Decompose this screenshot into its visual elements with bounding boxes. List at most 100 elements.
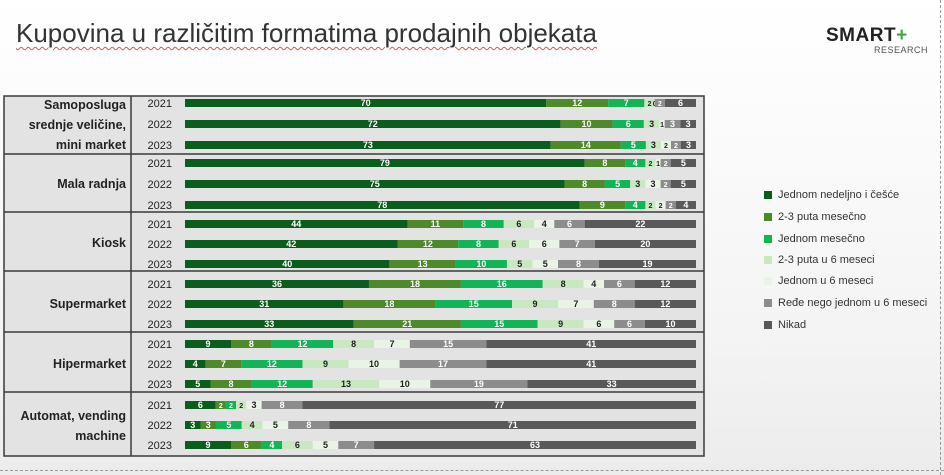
bar-value-label: 33: [607, 379, 617, 389]
bar-segment: [529, 240, 560, 248]
bar-segment: [379, 380, 431, 388]
bar-value-label: 9: [558, 319, 563, 329]
bar-segment: [604, 280, 635, 288]
bar-segment: [579, 201, 626, 209]
legend-label: Jednom mesečno: [778, 233, 865, 245]
legend-label: Jednom u 6 meseci: [778, 275, 874, 287]
bar-value-label: 18: [410, 279, 420, 289]
bar-segment: [665, 201, 676, 209]
bar-value-label: 3: [190, 420, 195, 430]
year-label: 2021: [148, 400, 172, 412]
bar-segment: [670, 159, 696, 167]
bar-segment: [460, 280, 543, 288]
bar-segment: [185, 441, 231, 449]
bar-value-label: 2: [659, 203, 663, 210]
year-label: 2023: [148, 319, 172, 331]
bar-segment: [185, 360, 206, 368]
bar-segment: [409, 340, 487, 348]
year-label: 2022: [148, 359, 172, 371]
bar-value-label: 5: [681, 158, 686, 168]
legend-swatch: [764, 191, 772, 199]
bar-segment: [185, 340, 231, 348]
bar-segment: [584, 159, 626, 167]
bar-segment: [664, 120, 681, 128]
bar-value-label: 19: [642, 259, 652, 269]
bar-segment: [630, 180, 646, 188]
bar-value-label: 8: [612, 299, 617, 309]
bar-value-label: 16: [497, 279, 507, 289]
bar-segment: [407, 220, 464, 228]
bar-value-label: 4: [633, 200, 638, 210]
year-label: 2022: [148, 239, 172, 251]
bar-value-label: 20: [640, 239, 650, 249]
slide-border-right: [940, 0, 941, 475]
chart-frame: [3, 95, 705, 457]
bar-segment: [185, 120, 561, 128]
bar-value-label: 15: [469, 299, 479, 309]
bar-value-label: 12: [660, 299, 670, 309]
bar-segment: [625, 201, 646, 209]
bar-value-label: 3: [649, 119, 654, 129]
bar-segment: [460, 320, 538, 328]
bar-segment: [527, 380, 696, 388]
bar-value-label: 6: [617, 279, 622, 289]
year-label: 2023: [148, 259, 172, 271]
bar-value-label: 12: [660, 279, 670, 289]
bar-value-label: 3: [651, 140, 656, 150]
bar-value-label: 12: [267, 359, 277, 369]
bar-value-label: 1: [660, 122, 664, 129]
bar-value-label: 14: [581, 140, 591, 150]
bar-value-label: 8: [476, 239, 481, 249]
logo-brand: SMART+: [826, 26, 928, 45]
bar-segment: [655, 159, 661, 167]
bar-value-label: 5: [543, 259, 548, 269]
bar-value-label: 8: [280, 400, 285, 410]
bar-value-label: 6: [198, 400, 203, 410]
bar-segment: [655, 201, 666, 209]
year-label: 2022: [148, 299, 172, 311]
bar-value-label: 2: [674, 143, 678, 150]
category-label: mini market: [56, 138, 127, 152]
year-label: 2023: [148, 140, 172, 152]
bar-value-label: 21: [402, 319, 412, 329]
year-label: 2021: [148, 158, 172, 170]
bar-value-label: 4: [193, 359, 198, 369]
bar-segment: [430, 380, 528, 388]
bar-segment: [659, 120, 665, 128]
bar-segment: [680, 141, 696, 149]
bar-value-label: 10: [581, 119, 591, 129]
bar-value-label: 12: [572, 98, 582, 108]
bar-value-label: 5: [517, 259, 522, 269]
bar-segment: [583, 320, 615, 328]
bar-value-label: 33: [264, 319, 274, 329]
bar-value-label: 2: [648, 101, 652, 108]
bar-value-label: 75: [370, 179, 380, 189]
bar-value-label: 12: [298, 339, 308, 349]
year-label: 2021: [148, 219, 172, 231]
bar-segment: [288, 421, 330, 429]
legend-label: 2-3 puta u 6 meseci: [778, 254, 875, 266]
bar-segment: [348, 360, 400, 368]
bar-value-label: 22: [635, 219, 645, 229]
bar-segment: [399, 360, 487, 368]
slide-border-bottom: [0, 470, 944, 471]
bar-value-label: 79: [380, 158, 390, 168]
bar-value-label: 10: [665, 319, 675, 329]
legend-label: Ređe nego jednom u 6 meseci: [778, 297, 928, 309]
bar-value-label: 6: [567, 219, 572, 229]
bar-segment: [353, 320, 461, 328]
bar-segment: [532, 260, 559, 268]
bar-value-label: 2: [664, 161, 668, 168]
bar-value-label: 72: [368, 119, 378, 129]
bar-segment: [343, 300, 436, 308]
bar-segment: [608, 99, 645, 107]
bar-segment: [593, 300, 635, 308]
category-label: Supermarket: [50, 297, 127, 311]
bar-segment: [559, 240, 595, 248]
bar-value-label: 6: [627, 319, 632, 329]
legend-label: Nikad: [778, 319, 807, 331]
bar-segment: [185, 220, 408, 228]
bar-value-label: 2: [229, 403, 233, 410]
bar-value-label: 5: [195, 379, 200, 389]
bar-value-label: 18: [384, 299, 394, 309]
